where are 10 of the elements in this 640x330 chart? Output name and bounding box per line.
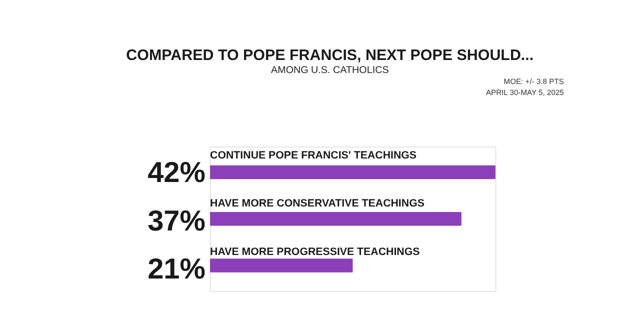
y-tick-label: HAVE MORE PROGRESSIVE TEACHINGS [210,246,420,258]
chart-subtitle: AMONG U.S. CATHOLICS [271,64,390,76]
chart-title: COMPARED TO POPE FRANCIS, NEXT POPE SHOULD... [126,46,534,64]
data-label: 37% [148,205,206,238]
text: MOE: +/- 3.8 PTS [504,77,564,86]
data-label: 21% [148,253,206,286]
text: APRIL 30-MAY 5, 2025 [486,88,564,97]
y-tick-label: CONTINUE POPE FRANCIS' TEACHINGS [210,149,417,162]
data-label: 42% [148,157,206,190]
y-tick-label: HAVE MORE CONSERVATIVE TEACHINGS [210,198,424,210]
